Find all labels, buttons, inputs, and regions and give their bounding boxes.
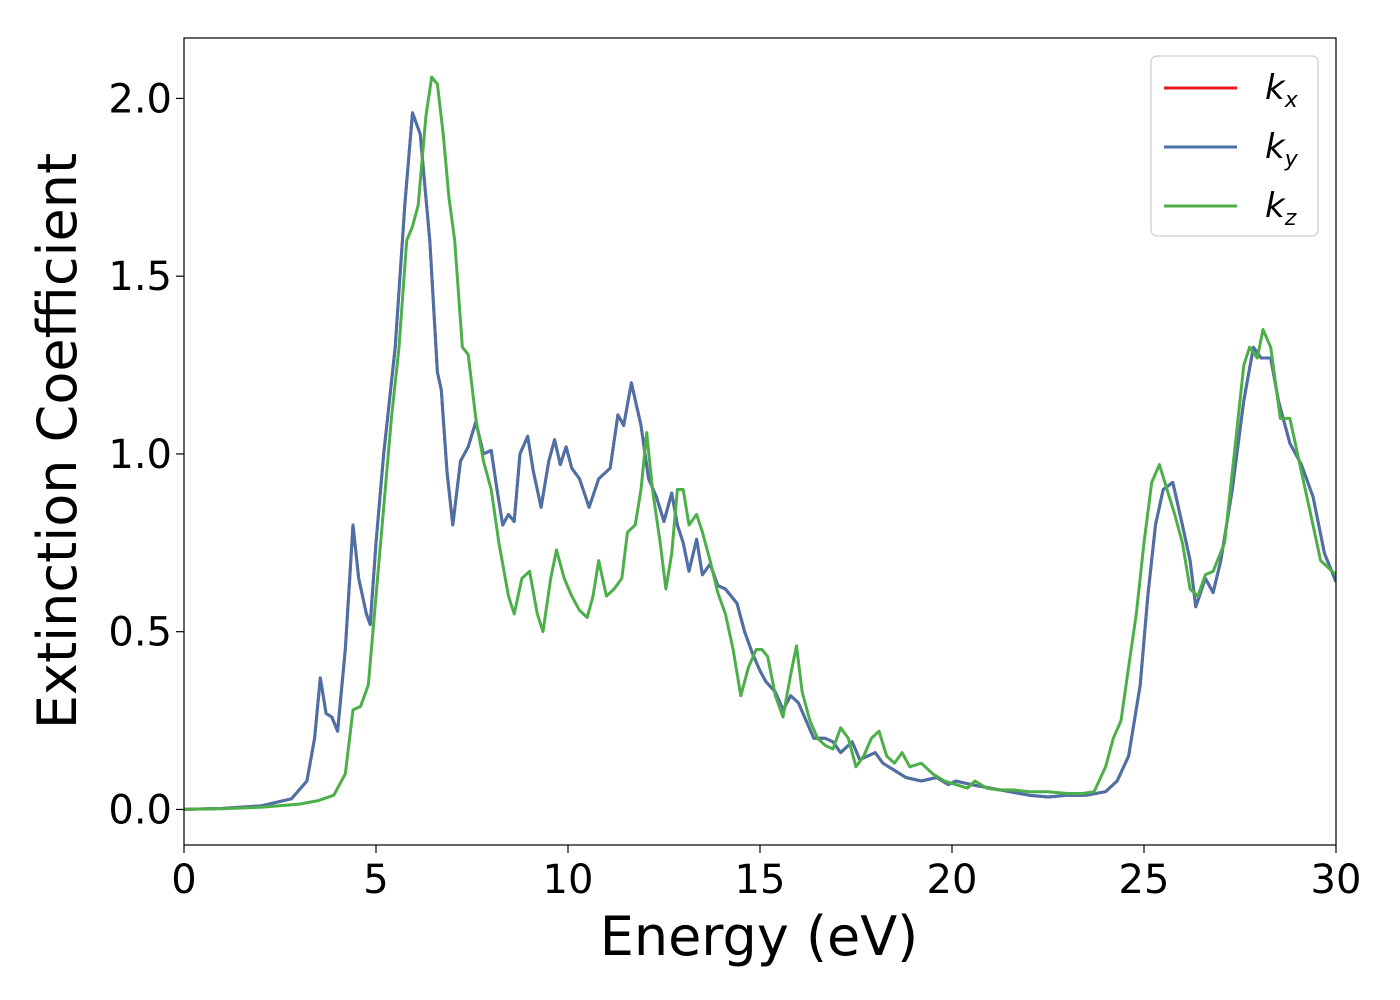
y-axis-title: Extinction Coefficient xyxy=(26,153,89,729)
legend-label-kx: kx xyxy=(1265,68,1299,113)
x-tick-label: 0 xyxy=(171,857,196,903)
series-line-ky xyxy=(184,111,1336,811)
y-tick-label: 1.5 xyxy=(108,254,172,300)
x-axis-title: Energy (eV) xyxy=(600,905,919,968)
x-tick-label: 30 xyxy=(1311,857,1362,903)
x-tick-label: 25 xyxy=(1119,857,1170,903)
y-tick-label: 2.0 xyxy=(108,76,172,122)
series-line-kz xyxy=(184,75,1336,811)
x-tick-label: 10 xyxy=(543,857,594,903)
axes: 0 5 10 15 20 25 30 0.0 0.5 1.0 1.5 2.0 xyxy=(108,37,1362,903)
y-tick-label: 0.0 xyxy=(108,787,172,833)
y-tick-label: 0.5 xyxy=(108,610,172,656)
x-tick-label: 5 xyxy=(363,857,388,903)
x-tick-label: 15 xyxy=(735,857,786,903)
x-tick-label: 20 xyxy=(927,857,978,903)
plot-area xyxy=(184,75,1336,811)
y-tick-label: 1.0 xyxy=(108,432,172,478)
